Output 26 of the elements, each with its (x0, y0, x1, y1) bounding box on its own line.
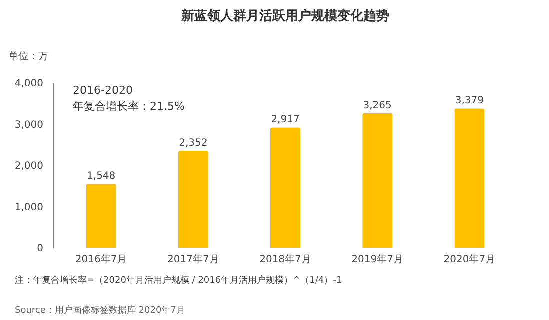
bar (362, 113, 393, 248)
chart-title: 新蓝领人群月活跃用户规模变化趋势 (180, 8, 390, 24)
data-label: 2,352 (179, 138, 208, 149)
y-tick-label: 1,000 (14, 202, 44, 214)
data-label: 1,548 (87, 171, 116, 182)
x-tick-label: 2017年7月 (168, 254, 220, 266)
x-tick-label: 2020年7月 (444, 254, 496, 266)
y-tick-label: 4,000 (14, 78, 44, 90)
annotation: 2016-2020 (73, 84, 133, 97)
bar (178, 150, 208, 248)
x-tick-label: 2018年7月 (260, 254, 312, 266)
y-tick-label: 0 (37, 244, 44, 254)
y-tick-label: 3,000 (14, 120, 44, 131)
data-label: 3,265 (363, 100, 392, 112)
x-tick-label: 2019年7月 (352, 254, 404, 266)
y-tick-label: 2,000 (14, 161, 44, 172)
source-note: Source：用户画像标签数据库 2020年7月 (15, 305, 186, 316)
annotation: 年复合增长率：21.5% (73, 100, 185, 113)
x-tick-label: 2016年7月 (75, 254, 128, 266)
data-label: 2,917 (271, 114, 300, 126)
data-label: 3,379 (455, 96, 484, 107)
bar (454, 108, 485, 248)
text: 注：年复合增长率=（2020年月活用户规模 / 2016年月活用户规模）^（1/4）-1 (15, 275, 342, 286)
bar (270, 128, 300, 248)
bar (86, 184, 116, 248)
y-axis-title: 单位：万 (8, 50, 48, 62)
